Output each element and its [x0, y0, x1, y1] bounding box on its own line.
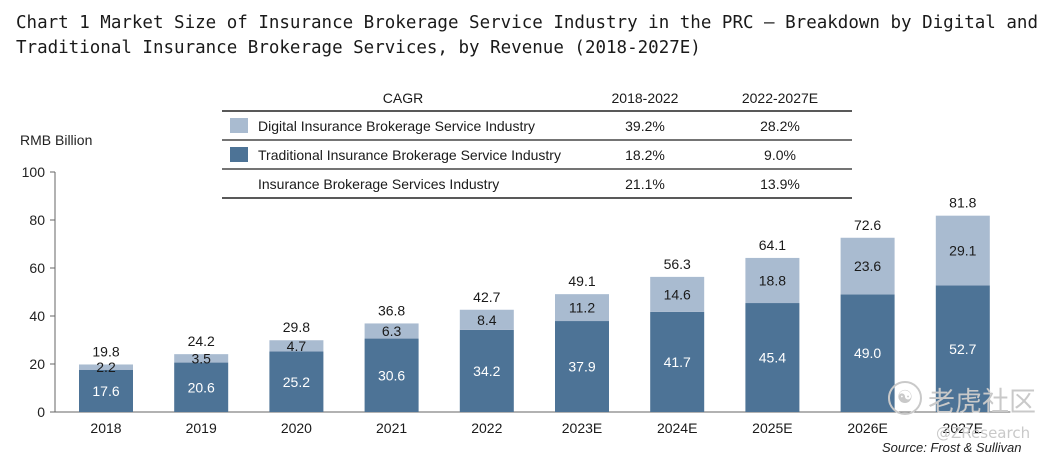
data-label-digital: 2.2: [96, 359, 116, 375]
x-tick-label: 2024E: [657, 420, 697, 436]
bar-digital: [269, 340, 324, 352]
bar-traditional: [459, 329, 514, 412]
bar-digital: [174, 354, 229, 363]
cagr-row-label: Traditional Insurance Brokerage Service …: [258, 147, 561, 163]
cagr-table-header: 2018-2022: [612, 90, 679, 106]
bar-traditional: [555, 321, 609, 412]
data-label-total: 24.2: [188, 333, 215, 349]
watermark-logo-icon: ☯: [888, 381, 922, 415]
bar-digital: [459, 309, 514, 330]
y-tick-label: 0: [37, 404, 45, 420]
y-tick-label: 60: [29, 260, 45, 276]
data-label-traditional: 17.6: [92, 383, 119, 399]
y-tick-label: 40: [29, 308, 45, 324]
x-tick-label: 2023E: [562, 420, 602, 436]
cagr-table-header: 2022-2027E: [742, 90, 818, 106]
bar-traditional: [364, 338, 419, 412]
data-label-digital: 6.3: [382, 323, 402, 339]
bar-traditional: [745, 303, 800, 412]
bars: 17.6 2.219.8 2018 20.6 3.524.2 2019 25.2 4.7 29.…: [79, 195, 990, 436]
data-label-total: 29.8: [283, 319, 310, 335]
x-tick-label: 2021: [376, 420, 407, 436]
x-tick-label: 2020: [281, 420, 312, 436]
data-label-digital: 18.8: [759, 272, 786, 288]
data-label-traditional: 25.2: [283, 374, 310, 390]
data-label-traditional: 20.6: [188, 379, 215, 395]
data-label-digital: 29.1: [949, 243, 976, 259]
x-tick-label: 2027E: [943, 420, 983, 436]
data-label-digital: 4.7: [287, 338, 307, 354]
data-label-digital: 23.6: [854, 258, 881, 274]
data-label-total: 19.8: [92, 343, 119, 359]
data-label-traditional: 37.9: [568, 359, 595, 375]
x-tick-label: 2018: [90, 420, 121, 436]
x-tick-label: 2025E: [752, 420, 792, 436]
y-tick-label: 20: [29, 356, 45, 372]
data-label-digital: 3.5: [191, 350, 211, 366]
cagr-value: 13.9%: [760, 176, 800, 192]
data-label-digital: 11.2: [569, 300, 595, 316]
data-label-traditional: 52.7: [949, 341, 976, 357]
cagr-value: 21.1%: [625, 176, 665, 192]
x-tick-label: 2019: [186, 420, 217, 436]
legend-swatch: [230, 147, 248, 162]
data-label-total: 36.8: [378, 302, 405, 318]
data-label-total: 42.7: [473, 289, 500, 305]
data-label-digital: 8.4: [477, 312, 497, 328]
cagr-table: CAGR 2018-2022 2022-2027E Digital Insurance…: [222, 90, 852, 199]
y-tick-label: 80: [29, 212, 45, 228]
y-axis-label: RMB Billion: [20, 132, 92, 148]
cagr-value: 39.2%: [625, 118, 665, 134]
x-tick-label: 2026E: [847, 420, 887, 436]
bar-traditional: [79, 369, 133, 412]
data-label-traditional: 41.7: [664, 354, 691, 370]
bar-digital: [840, 237, 895, 295]
data-label-digital: 14.6: [664, 286, 691, 302]
cagr-value: 9.0%: [764, 147, 796, 163]
bar-traditional: [174, 362, 229, 412]
data-label-traditional: 45.4: [759, 350, 786, 366]
bar-digital: [364, 323, 419, 339]
source-note: Source: Frost & Sullivan: [882, 440, 1022, 455]
bar-digital: [79, 364, 133, 370]
cagr-value: 28.2%: [760, 118, 800, 134]
cagr-table-header: CAGR: [383, 90, 423, 106]
data-label-total: 64.1: [759, 237, 786, 253]
y-tick-label: 100: [22, 164, 46, 180]
bar-digital: [745, 257, 800, 304]
data-label-total: 81.8: [949, 195, 976, 211]
data-label-traditional: 49.0: [854, 345, 881, 361]
data-label-traditional: 30.6: [378, 367, 405, 383]
bar-digital: [935, 215, 990, 286]
chart-title: Chart 1 Market Size of Insurance Brokera…: [16, 13, 1038, 58]
cagr-value: 18.2%: [625, 147, 665, 163]
data-label-total: 72.6: [854, 217, 881, 233]
bar-digital: [555, 294, 609, 322]
bar-traditional: [650, 311, 705, 412]
cagr-row-label: Insurance Brokerage Services Industry: [258, 176, 499, 192]
watermark-handle: @ZResearch: [936, 424, 1031, 442]
watermark-brand: 老虎社区: [928, 387, 1036, 418]
legend-swatch: [230, 118, 248, 133]
data-label-total: 49.1: [568, 273, 595, 289]
data-label-traditional: 34.2: [473, 363, 500, 379]
bar-traditional: [269, 351, 324, 412]
bar-traditional: [840, 294, 895, 412]
x-tick-label: 2022: [471, 420, 502, 436]
bar-traditional: [935, 285, 990, 412]
bar-digital: [650, 276, 705, 312]
data-label-total: 56.3: [664, 256, 691, 272]
cagr-row-label: Digital Insurance Brokerage Service Indu…: [258, 118, 535, 134]
